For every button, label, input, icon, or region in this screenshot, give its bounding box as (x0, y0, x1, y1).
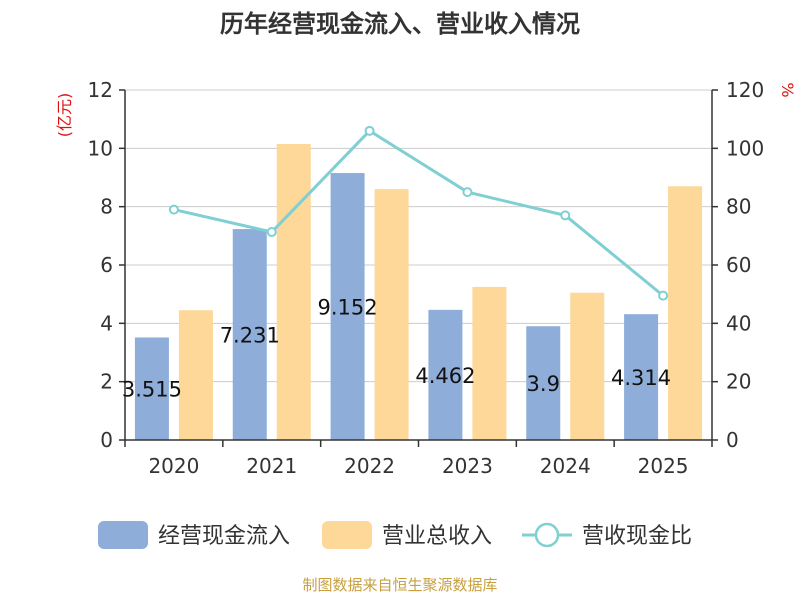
legend-marker (534, 522, 560, 548)
bar-revenue-2021 (276, 143, 311, 441)
y-left-tick-label: 2 (100, 370, 113, 394)
legend-label-2: 营收现金比 (582, 524, 692, 549)
y-left-tick-label: 4 (100, 311, 113, 335)
bar-value-label-2022: 9.152 (318, 296, 378, 320)
bars (134, 143, 703, 441)
x-tick-label-2021: 2021 (246, 454, 297, 478)
y-right-tick-label: 20 (726, 370, 751, 394)
y-right-tick-label: 0 (726, 428, 739, 452)
ratio-point-2024 (560, 210, 571, 221)
ratio-polyline (173, 128, 665, 297)
bar-value-label-2024: 3.9 (527, 372, 560, 396)
bar-revenue-2023 (472, 286, 507, 440)
y-left-tick-label: 8 (100, 195, 113, 219)
chart-title: 历年经营现金流入、营业收入情况 (220, 10, 580, 38)
bar-value-label-2021: 7.231 (220, 324, 280, 348)
footer-source: 制图数据来自恒生聚源数据库 (302, 576, 497, 594)
legend-label-1: 营业总收入 (382, 524, 492, 549)
bar-revenue-2025 (668, 186, 703, 440)
y-right-tick-label: 40 (726, 311, 751, 335)
x-tick-label-2023: 2023 (442, 454, 493, 478)
y-right-tick-label: 120 (726, 78, 764, 102)
bar-revenue-2024 (570, 292, 605, 440)
y-left-tick-label: 0 (100, 428, 113, 452)
bar-cash-inflow-2024 (526, 326, 561, 440)
bar-cash-inflow-2023 (428, 309, 463, 440)
x-tick-label-2022: 2022 (344, 454, 395, 478)
y-right-tick-label: 100 (726, 136, 764, 160)
ratio-point-2023 (462, 187, 473, 198)
bar-cash-inflow-2021 (232, 229, 267, 440)
y-left-tick-label: 10 (88, 136, 113, 160)
y-right-tick-label: 60 (726, 253, 751, 277)
ratio-point-2021 (266, 227, 277, 238)
data-labels: 3.515 7.231 9.152 4.462 3.9 4.314 (122, 296, 671, 402)
bar-revenue-2020 (178, 310, 213, 440)
bar-value-label-2023: 4.462 (415, 364, 475, 388)
legend: 经营现金流入 营业总收入 营收现金比 (98, 521, 692, 549)
ratio-point-2025 (658, 290, 669, 301)
gridlines (125, 89, 712, 383)
bar-value-label-2025: 4.314 (611, 366, 671, 390)
legend-swatch-1 (322, 521, 372, 549)
y-right-tick-label: 80 (726, 195, 751, 219)
legend-swatch-0 (98, 521, 148, 549)
y-right-unit-label: % (778, 82, 797, 97)
ratio-line (168, 125, 669, 301)
x-tick-label-2025: 2025 (638, 454, 689, 478)
bar-cash-inflow-2020 (134, 337, 169, 440)
ratio-point-2020 (168, 204, 179, 215)
bar-revenue-2022 (374, 189, 409, 440)
bar-cash-inflow-2022 (330, 173, 365, 441)
y-left-tick-label: 12 (88, 78, 113, 102)
x-tick-label-2024: 2024 (540, 454, 591, 478)
bar-value-label-2020: 3.515 (122, 378, 182, 402)
x-tick-label-2020: 2020 (148, 454, 199, 478)
ratio-point-2022 (364, 125, 375, 136)
y-left-unit-label: (亿元) (55, 93, 74, 138)
y-left-tick-label: 6 (100, 253, 113, 277)
legend-label-0: 经营现金流入 (158, 524, 290, 549)
bar-cash-inflow-2025 (624, 314, 659, 440)
